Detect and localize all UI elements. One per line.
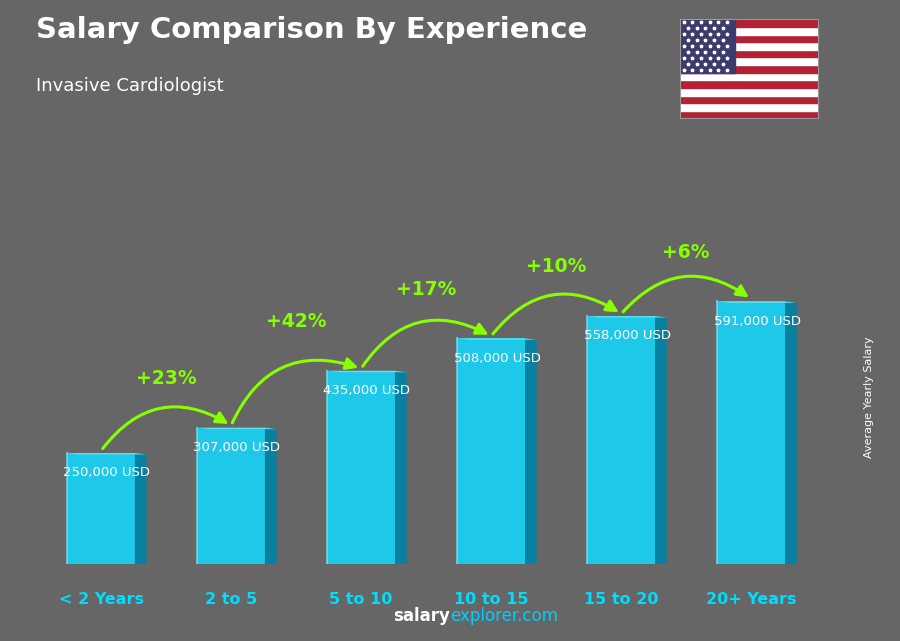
Polygon shape	[655, 316, 667, 565]
Text: 15 to 20: 15 to 20	[584, 592, 659, 606]
Text: +42%: +42%	[266, 312, 327, 331]
Bar	[680, 111, 819, 119]
Polygon shape	[197, 428, 265, 564]
Text: 10 to 15: 10 to 15	[454, 592, 528, 606]
Text: explorer.com: explorer.com	[450, 607, 558, 625]
Polygon shape	[135, 453, 147, 565]
Bar	[680, 80, 819, 88]
Text: Average Yearly Salary: Average Yearly Salary	[863, 337, 874, 458]
Polygon shape	[785, 301, 796, 565]
Text: +6%: +6%	[662, 243, 710, 262]
Text: 435,000 USD: 435,000 USD	[323, 384, 410, 397]
Text: 508,000 USD: 508,000 USD	[454, 352, 541, 365]
Text: Invasive Cardiologist: Invasive Cardiologist	[36, 77, 223, 95]
Polygon shape	[525, 338, 536, 565]
Text: 5 to 10: 5 to 10	[329, 592, 392, 606]
Text: 20+ Years: 20+ Years	[706, 592, 796, 606]
Bar	[680, 50, 819, 58]
Text: +17%: +17%	[396, 279, 456, 299]
Polygon shape	[717, 301, 796, 303]
Polygon shape	[197, 428, 276, 429]
Text: +10%: +10%	[526, 258, 587, 276]
Text: 591,000 USD: 591,000 USD	[714, 315, 801, 328]
Bar	[680, 96, 819, 103]
Polygon shape	[68, 453, 147, 454]
Polygon shape	[457, 338, 536, 340]
Bar	[680, 42, 819, 50]
Bar	[680, 27, 819, 35]
Bar	[680, 19, 819, 27]
Polygon shape	[588, 316, 667, 317]
Bar	[680, 35, 819, 42]
Bar	[680, 72, 819, 80]
Polygon shape	[265, 428, 276, 565]
Polygon shape	[457, 338, 525, 564]
Text: 2 to 5: 2 to 5	[205, 592, 257, 606]
Polygon shape	[717, 301, 785, 564]
Bar	[680, 88, 819, 96]
Text: 250,000 USD: 250,000 USD	[63, 466, 150, 479]
Polygon shape	[328, 370, 407, 372]
Text: Salary Comparison By Experience: Salary Comparison By Experience	[36, 16, 587, 44]
Text: salary: salary	[393, 607, 450, 625]
Polygon shape	[588, 316, 655, 564]
Bar	[680, 19, 735, 72]
Text: 558,000 USD: 558,000 USD	[583, 329, 670, 342]
Polygon shape	[395, 370, 407, 565]
Bar	[680, 58, 819, 65]
Text: < 2 Years: < 2 Years	[58, 592, 143, 606]
Bar	[680, 103, 819, 111]
Text: +23%: +23%	[136, 369, 196, 388]
Text: 307,000 USD: 307,000 USD	[194, 441, 281, 454]
Polygon shape	[68, 453, 135, 564]
Bar	[680, 65, 819, 72]
Polygon shape	[328, 370, 395, 564]
